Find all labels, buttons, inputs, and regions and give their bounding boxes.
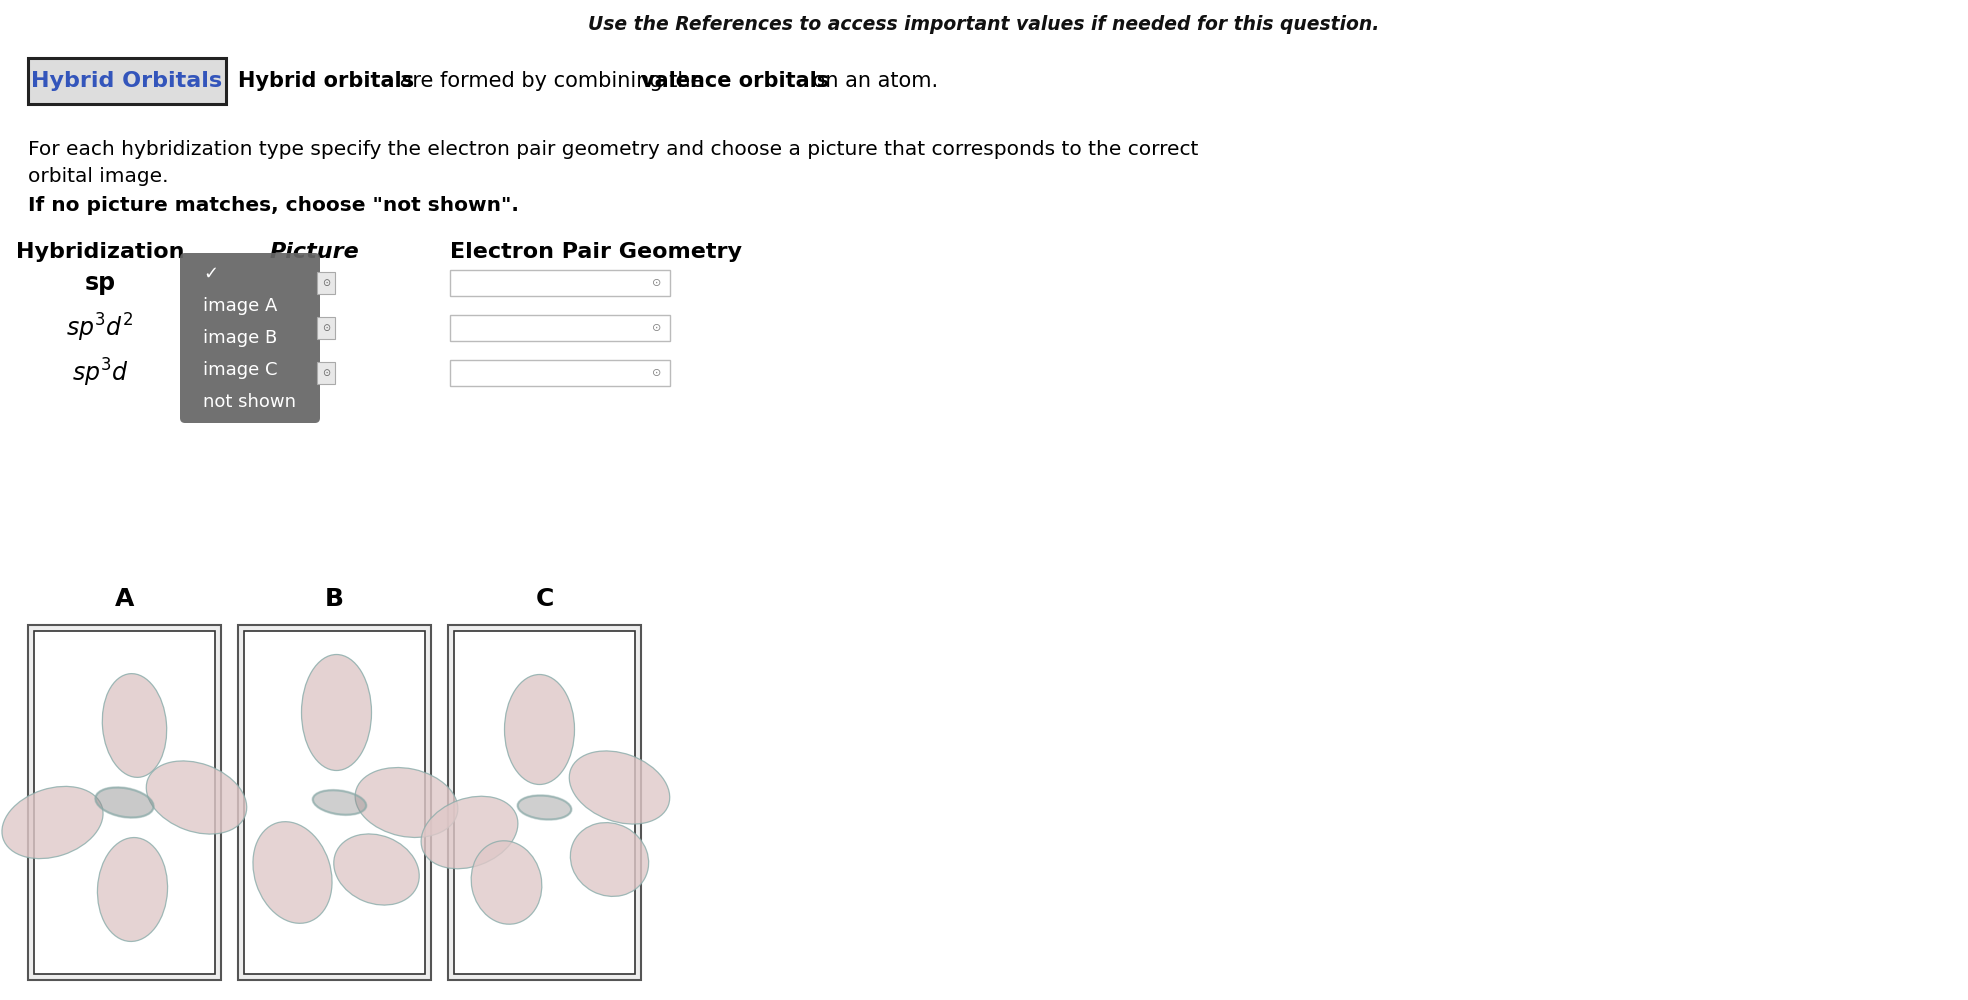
Text: ⊙: ⊙ — [651, 323, 661, 333]
Ellipse shape — [569, 751, 669, 824]
Text: are formed by combining the: are formed by combining the — [394, 71, 710, 91]
Ellipse shape — [94, 787, 154, 818]
Ellipse shape — [470, 841, 541, 924]
FancyBboxPatch shape — [179, 253, 321, 423]
Ellipse shape — [518, 795, 573, 820]
Text: ⊙: ⊙ — [323, 278, 331, 288]
Ellipse shape — [102, 674, 167, 777]
Bar — [451, 315, 669, 341]
Ellipse shape — [254, 822, 333, 923]
Bar — [317, 362, 335, 384]
Text: Use the References to access important values if needed for this question.: Use the References to access important v… — [588, 15, 1380, 34]
Text: ⊙: ⊙ — [323, 368, 331, 378]
Ellipse shape — [354, 768, 459, 837]
Text: ⊙: ⊙ — [651, 368, 661, 378]
Text: image A: image A — [203, 297, 277, 315]
Text: ⊙: ⊙ — [323, 323, 331, 333]
Text: $sp^3d$: $sp^3d$ — [71, 357, 128, 389]
Ellipse shape — [421, 796, 518, 869]
Ellipse shape — [313, 790, 366, 815]
Ellipse shape — [335, 834, 419, 905]
Ellipse shape — [301, 654, 372, 770]
Ellipse shape — [98, 838, 167, 941]
Text: valence orbitals: valence orbitals — [642, 71, 829, 91]
Text: Electron Pair Geometry: Electron Pair Geometry — [451, 242, 742, 262]
Text: ⊙: ⊙ — [651, 278, 661, 288]
Text: A: A — [114, 587, 134, 611]
Text: Hybrid orbitals: Hybrid orbitals — [238, 71, 413, 91]
Bar — [451, 270, 669, 296]
Ellipse shape — [571, 823, 649, 896]
Bar — [28, 625, 220, 980]
Text: sp: sp — [85, 271, 116, 295]
Bar — [317, 317, 335, 339]
Text: orbital image.: orbital image. — [28, 167, 169, 186]
Text: B: B — [325, 587, 344, 611]
Bar — [28, 58, 226, 104]
Ellipse shape — [504, 674, 575, 784]
Text: If no picture matches, choose "not shown".: If no picture matches, choose "not shown… — [28, 196, 520, 215]
Ellipse shape — [2, 786, 102, 859]
Text: $sp^3d^2$: $sp^3d^2$ — [67, 312, 134, 344]
Bar — [451, 360, 669, 386]
Text: image B: image B — [203, 329, 277, 347]
Text: not shown: not shown — [203, 393, 295, 411]
Text: Hybridization: Hybridization — [16, 242, 185, 262]
Text: image C: image C — [203, 361, 277, 379]
Bar — [33, 631, 215, 974]
Text: Hybrid Orbitals: Hybrid Orbitals — [31, 71, 222, 91]
Text: Picture: Picture — [270, 242, 360, 262]
Ellipse shape — [146, 761, 246, 834]
Bar — [238, 625, 431, 980]
Text: on an atom.: on an atom. — [807, 71, 939, 91]
Bar — [244, 631, 425, 974]
Bar — [317, 272, 335, 294]
Bar — [449, 625, 642, 980]
Text: C: C — [535, 587, 553, 611]
Bar — [455, 631, 636, 974]
Text: For each hybridization type specify the electron pair geometry and choose a pict: For each hybridization type specify the … — [28, 140, 1199, 159]
Text: ✓: ✓ — [203, 265, 218, 283]
